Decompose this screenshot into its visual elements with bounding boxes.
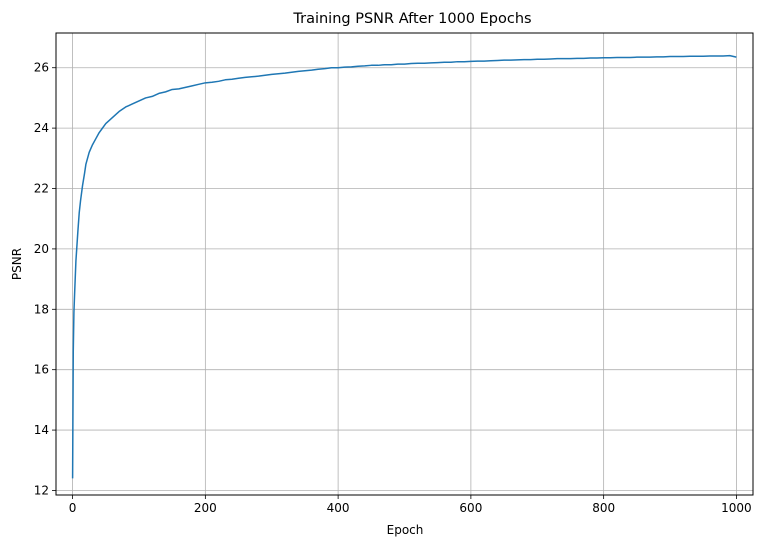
y-axis-ticks: 12 14 16 18 20 22 24 26: [34, 61, 56, 497]
chart-title: Training PSNR After 1000 Epochs: [292, 11, 531, 27]
series-layer: [71, 54, 737, 479]
x-tick-label: 600: [459, 501, 482, 515]
y-tick-label: 24: [34, 121, 49, 135]
y-tick-label: 12: [34, 483, 49, 497]
y-tick-label: 20: [34, 242, 49, 256]
y-tick-label: 22: [34, 182, 49, 196]
y-axis-label: PSNR: [10, 248, 24, 280]
x-tick-label: 0: [69, 501, 77, 515]
y-tick-label: 16: [34, 363, 49, 377]
x-tick-label: 1000: [721, 501, 752, 515]
x-axis-ticks: 0 200 400 600 800 1000: [69, 495, 752, 515]
y-tick-label: 26: [34, 61, 49, 75]
x-axis-label: Epoch: [387, 523, 424, 537]
plot-area-frame: [55, 32, 754, 496]
x-tick-label: 200: [194, 501, 217, 515]
psnr-series-line: [71, 54, 737, 479]
y-tick-label: 14: [34, 423, 49, 437]
y-tick-label: 18: [34, 302, 49, 316]
grid-lines: [56, 33, 753, 495]
x-tick-label: 400: [327, 501, 350, 515]
x-tick-label: 800: [592, 501, 615, 515]
